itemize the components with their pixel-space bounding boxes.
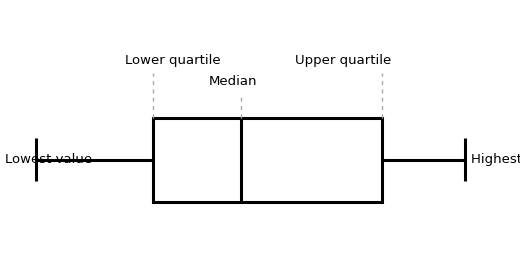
Text: Median: Median	[209, 75, 257, 88]
Text: Lower quartile: Lower quartile	[125, 54, 221, 67]
Text: Upper quartile: Upper quartile	[295, 54, 392, 67]
Bar	[153, 118, 382, 202]
Text: Highest value: Highest value	[471, 153, 520, 166]
Text: Lowest value: Lowest value	[5, 153, 93, 166]
